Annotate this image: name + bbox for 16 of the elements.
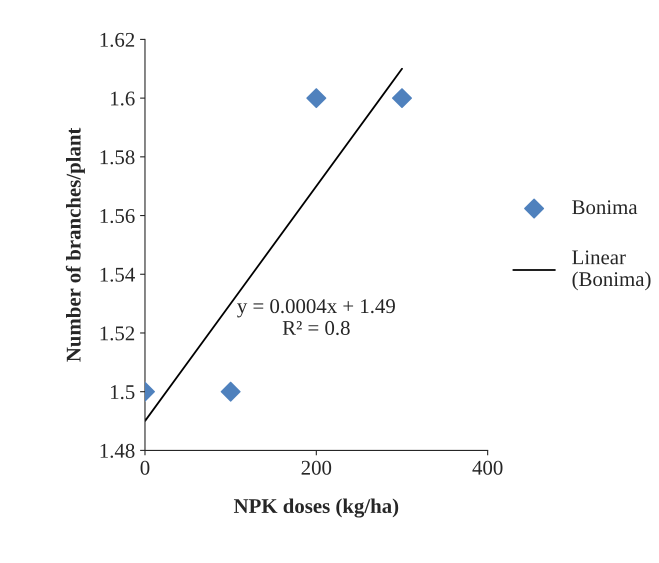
y-tick-label: 1.62 xyxy=(100,32,134,47)
y-tick-label: 1.52 xyxy=(100,326,134,340)
x-tick-label: 0 xyxy=(140,460,150,475)
y-tick-label: 1.56 xyxy=(100,208,135,224)
y-tick-label: 1.5 xyxy=(111,385,134,400)
y-tick-label: 1.6 xyxy=(111,92,135,106)
legend-label: Linear (Bonima) xyxy=(572,250,651,290)
y-tick-label: 1.58 xyxy=(100,150,134,164)
legend-label: Bonima xyxy=(572,200,638,214)
annotation: y = 0.0004x + 1.49 R² = 0.8 xyxy=(237,299,395,336)
y-axis-title: Number of branches/plant xyxy=(66,128,85,362)
x-axis-title: NPK doses (kg/ha) xyxy=(234,498,398,518)
y-tick-label: 1.48 xyxy=(100,444,134,458)
y-tick-label: 1.54 xyxy=(100,268,135,282)
x-tick-label: 200 xyxy=(302,460,332,475)
x-tick-label: 400 xyxy=(472,460,502,475)
